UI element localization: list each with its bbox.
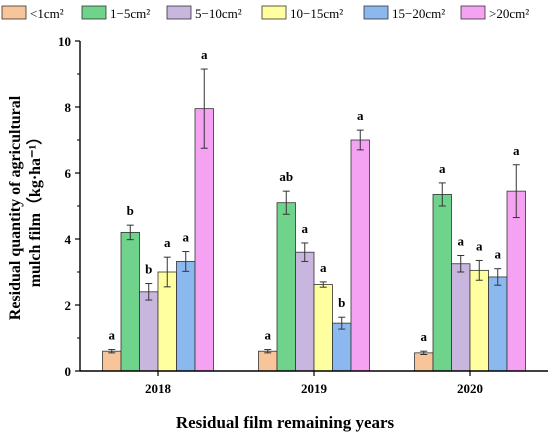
legend-swatch-2 [81,5,107,20]
bar-2020-series-1 [414,352,434,372]
error-bar-2019-series-1 [264,349,272,354]
legend-swatch-1 [1,5,27,20]
significance-label-2019-series-4: a [320,260,327,275]
bar-2018-series-5 [176,261,196,372]
bar-2020-series-6 [506,190,526,372]
error-bar-2018-series-2 [126,224,134,241]
x-tick-label-2019: 2019 [301,381,328,396]
significance-label-2020-series-5: a [495,247,502,262]
y-tick-label-0: 0 [65,364,72,379]
significance-label-2020-series-6: a [513,143,520,158]
error-bar-2020-series-4 [475,259,483,281]
y-axis-title-line1: Residual quantity of agricultural [7,95,24,320]
legend-swatch-5 [363,5,389,20]
error-bar-2018-series-1 [108,349,116,354]
error-bar-2020-series-3 [457,255,465,273]
significance-label-2018-series-1: a [109,328,116,343]
x-tick-label-2018: 2018 [145,381,172,396]
significance-label-2018-series-4: a [164,235,171,250]
significance-label-2020-series-4: a [476,238,483,253]
error-bar-2020-series-2 [438,182,446,207]
legend-label-5: 15−20cm² [392,6,445,21]
legend-swatch-6 [460,5,486,20]
error-bar-2019-series-2 [282,190,290,215]
legend-label-4: 10−15cm² [290,6,343,21]
y-ticks: 0 2 4 6 8 10 [58,34,80,379]
bar-2019-series-5 [332,322,352,372]
bar-2020-series-5 [488,276,508,372]
legend-label-6: >20cm² [489,6,529,21]
legend: <1cm² 1−5cm² 5−10cm² 10−15cm² 15−20cm² >20cm² [1,5,529,21]
error-bar-2018-series-4 [163,256,171,288]
legend-label-1: <1cm² [30,6,64,21]
y-tick-label-6: 6 [65,166,72,181]
bar-2019-series-2 [276,202,296,372]
y-tick-label-4: 4 [65,232,72,247]
bar-2019-series-3 [295,251,315,372]
legend-swatch-3 [166,5,192,20]
x-ticks: 2018 2019 2020 [145,371,483,396]
significance-label-2018-series-2: b [127,203,134,218]
legend-label-3: 5−10cm² [195,6,242,21]
bar-2019-series-4 [313,284,333,372]
error-bars [108,68,520,355]
bar-2020-series-3 [451,263,471,372]
error-bar-2019-series-6 [356,129,364,151]
significance-label-2019-series-3: a [302,221,309,236]
significance-label-2019-series-5: b [338,295,345,310]
bar-2019-series-1 [258,350,278,372]
significance-label-2018-series-6: a [201,47,208,62]
error-bar-2020-series-5 [494,268,502,286]
significance-label-2019-series-6: a [357,108,364,123]
error-bar-2020-series-1 [420,350,428,355]
bar-2019-series-6 [350,139,370,372]
legend-item-4: 10−15cm² [261,5,343,21]
significance-label-2019-series-1: a [265,328,272,343]
error-bar-2020-series-6 [512,164,520,219]
y-tick-label-8: 8 [65,100,72,115]
bar-2020-series-4 [469,269,489,372]
bar-2018-series-3 [139,291,159,372]
error-bar-2018-series-5 [182,251,190,272]
bars [102,108,526,372]
error-bar-2018-series-3 [145,283,153,301]
legend-item-1: <1cm² [1,5,64,21]
significance-label-2020-series-1: a [421,329,428,344]
significance-label-2020-series-2: a [439,161,446,176]
significance-label-2020-series-3: a [458,234,465,249]
x-axis-title: Residual film remaining years [176,413,395,432]
significance-label-2018-series-5: a [183,230,190,245]
legend-item-6: >20cm² [460,5,529,21]
legend-item-3: 5−10cm² [166,5,242,21]
legend-item-2: 1−5cm² [81,5,150,21]
legend-label-2: 1−5cm² [110,6,150,21]
error-bar-2019-series-4 [319,281,327,288]
bar-2018-series-1 [102,350,122,372]
error-bar-2019-series-5 [338,316,346,330]
error-bar-2019-series-3 [301,242,309,262]
bar-2018-series-2 [120,231,140,372]
x-tick-label-2020: 2020 [457,381,483,396]
y-tick-label-10: 10 [58,34,71,49]
legend-item-5: 15−20cm² [363,5,445,21]
y-axis-title-line2: mulch film（kg·ha⁻¹） [26,129,44,288]
bar-2020-series-2 [432,194,452,372]
significance-label-2018-series-3: b [145,262,152,277]
legend-swatch-4 [261,5,287,20]
error-bar-2018-series-6 [200,68,208,149]
significance-label-2019-series-2: ab [279,169,293,184]
y-tick-label-2: 2 [65,298,72,313]
